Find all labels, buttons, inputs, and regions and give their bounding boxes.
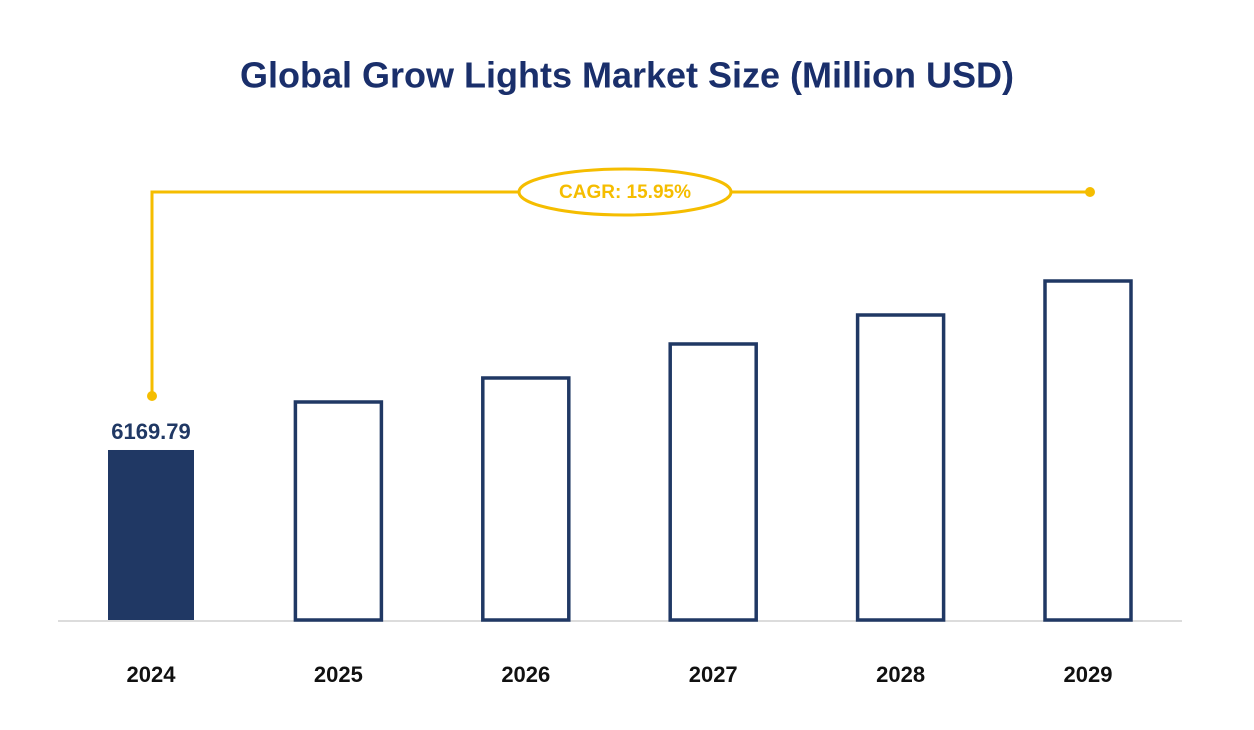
bar xyxy=(1043,279,1133,622)
cagr-dot xyxy=(147,390,157,401)
cagr-line xyxy=(150,190,1090,396)
bar xyxy=(855,313,946,622)
bar xyxy=(108,449,194,620)
x-tick-label: 2029 xyxy=(1064,662,1113,687)
bar xyxy=(293,400,384,622)
cagr-badge xyxy=(517,167,733,217)
x-tick-label: 2027 xyxy=(689,662,738,687)
bar xyxy=(668,342,758,622)
cagr-dot xyxy=(1085,187,1095,197)
x-tick-label: 2026 xyxy=(501,662,550,687)
chart-title: Global Grow Lights Market Size (Million … xyxy=(240,55,1014,96)
x-tick-label: 2028 xyxy=(876,662,925,687)
value-label: 6169.79 xyxy=(111,419,191,444)
bar xyxy=(481,376,571,622)
x-tick-label: 2025 xyxy=(314,662,363,687)
cagr-label: CAGR: 15.95% xyxy=(559,182,691,203)
x-tick-label: 2024 xyxy=(127,662,177,687)
